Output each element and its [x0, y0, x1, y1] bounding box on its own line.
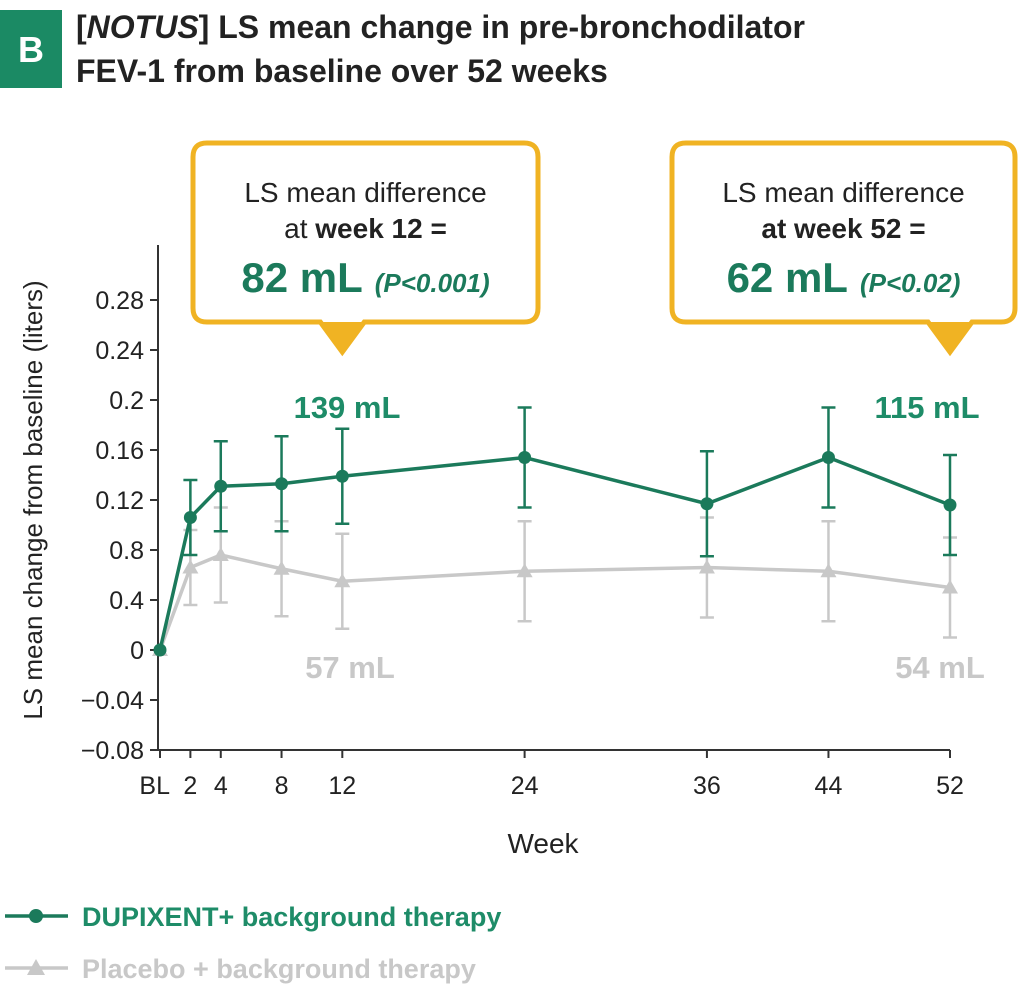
legend-label: DUPIXENT+ background therapy: [82, 902, 501, 932]
marker: [820, 563, 837, 578]
callout-text: at week 12 =: [284, 213, 447, 244]
marker: [516, 563, 533, 578]
callout-pointer: [926, 322, 974, 354]
y-tick-label: 0: [130, 637, 144, 665]
y-tick-label: 0.12: [95, 487, 144, 515]
legend-marker: [29, 909, 43, 923]
marker: [183, 511, 197, 524]
chart-title: [NOTUS] LS mean change in pre-bronchodil…: [76, 9, 805, 45]
y-tick-label: 0.24: [95, 337, 144, 365]
marker: [942, 579, 958, 594]
marker: [275, 477, 289, 491]
marker: [821, 451, 835, 464]
x-tick-label: 12: [328, 772, 356, 800]
marker: [518, 451, 532, 464]
marker: [334, 573, 351, 588]
marker: [335, 469, 349, 483]
callout-pointer: [318, 322, 367, 354]
x-tick-label: 4: [214, 772, 228, 800]
marker: [182, 559, 199, 574]
callout-text-part: at: [284, 213, 315, 244]
badge: B: [18, 29, 44, 70]
y-tick-label: −0.08: [81, 737, 144, 765]
badge-box: [0, 10, 62, 88]
marker: [943, 498, 957, 512]
x-tick-label: 52: [936, 772, 964, 800]
x-tick-label: 8: [275, 772, 289, 800]
marker: [273, 560, 290, 575]
callout-box: [669, 140, 1018, 357]
callout-value-main: 62 mL: [727, 254, 848, 301]
callout-value: 82 mL (P<0.001): [241, 254, 489, 301]
chart-title: FEV-1 from baseline over 52 weeks: [76, 53, 608, 89]
title-part: ] LS mean change in pre-bronchodilator: [199, 9, 805, 45]
y-tick-label: −0.04: [81, 687, 144, 715]
x-axis-label: Week: [507, 828, 579, 859]
title-part: NOTUS: [87, 9, 200, 45]
marker: [153, 643, 167, 657]
legend-label: Placebo + background therapy: [82, 954, 476, 984]
annotation: 54 mL: [895, 650, 985, 685]
callout-value-main: 82 mL: [241, 254, 362, 301]
x-tick-label: BL: [139, 772, 170, 800]
y-tick-label: 0.4: [109, 587, 144, 615]
callout-text-bold: week 12 =: [314, 213, 447, 244]
callout-p: (P<0.001): [375, 268, 490, 298]
annotation: 57 mL: [305, 650, 395, 685]
y-tick-label: 0.8: [109, 537, 144, 565]
x-tick-label: 2: [183, 772, 197, 800]
legend-marker: [27, 959, 45, 975]
callout-value: 62 mL (P<0.02): [727, 254, 961, 301]
callout-text: LS mean difference: [722, 177, 964, 208]
callout-text-bold: at week 52 =: [761, 213, 925, 244]
x-tick-label: 36: [693, 772, 721, 800]
y-tick-label: 0.16: [95, 437, 144, 465]
callout: LS mean difference at week 52 = 62 mL (P<0.…: [669, 140, 1018, 357]
x-tick-label: 44: [815, 772, 843, 800]
y-axis-label: LS mean change from baseline (liters): [18, 280, 48, 719]
marker: [700, 497, 714, 511]
annotation: 139 mL: [294, 390, 401, 425]
callout: LS mean difference at week 12 = 82 mL (P<0.…: [190, 140, 541, 357]
marker: [698, 559, 715, 574]
marker: [212, 547, 229, 561]
callout-text: at week 52 =: [761, 213, 925, 244]
callout-box: [190, 140, 541, 357]
marker: [214, 479, 228, 493]
callout-p: (P<0.02): [860, 268, 960, 298]
annotation: 115 mL: [874, 390, 979, 425]
y-tick-label: 0.2: [109, 387, 144, 415]
callout-text: LS mean difference: [244, 177, 486, 208]
x-tick-label: 24: [511, 772, 539, 800]
y-tick-label: 0.28: [95, 287, 144, 315]
title-part: [: [76, 9, 87, 45]
